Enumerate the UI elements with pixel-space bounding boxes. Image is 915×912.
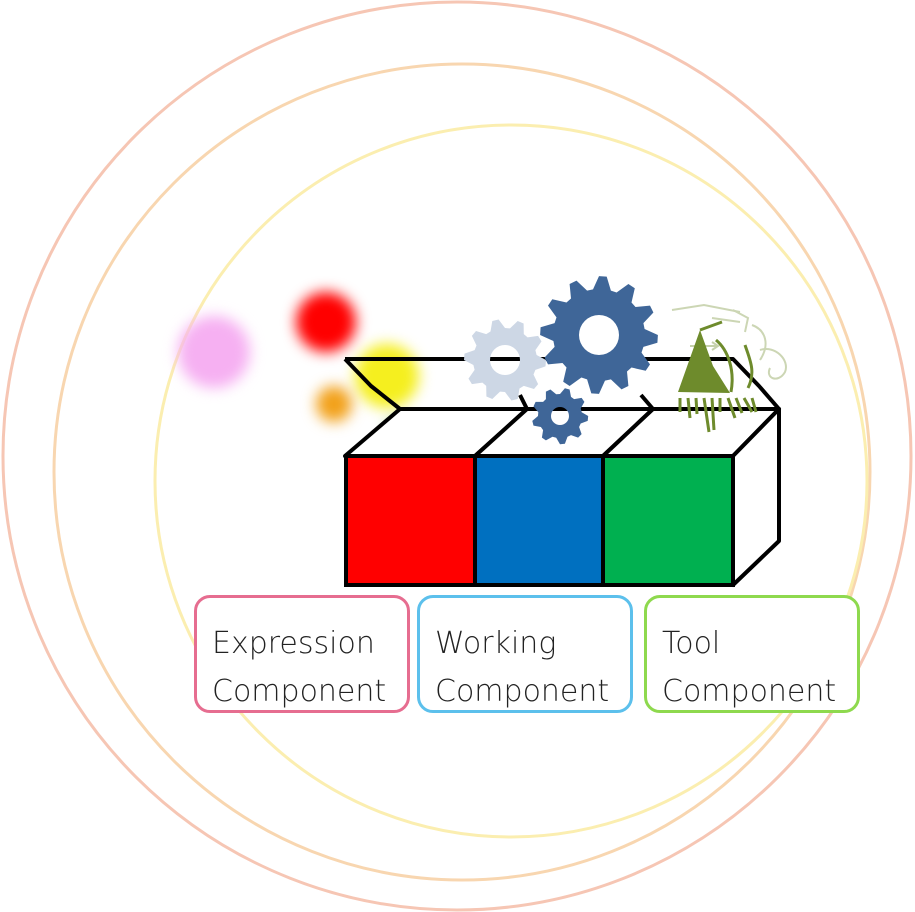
working-component-label: Working Component	[417, 595, 633, 713]
working-component-line1: Working	[435, 626, 557, 661]
expression-component-line2: Component	[212, 674, 387, 709]
ring-inner	[153, 123, 869, 839]
gears-icon	[464, 276, 658, 445]
gear-light-icon	[464, 319, 546, 401]
front-face-expression	[344, 454, 477, 587]
gear-shape	[540, 276, 658, 394]
tool-component-line1: Tool	[662, 626, 721, 661]
block-top-faces	[343, 407, 781, 458]
drafting-tools-icon	[671, 303, 787, 433]
gear-shape	[464, 319, 546, 401]
blob-orange	[316, 386, 352, 422]
blob-red	[296, 292, 356, 352]
blob-pink	[178, 316, 250, 388]
gear-small-icon	[532, 388, 589, 445]
expression-component-label: Expression Component	[194, 595, 410, 713]
ring-middle	[52, 62, 872, 882]
block-front-faces	[344, 454, 735, 587]
gear-large-icon	[540, 276, 658, 394]
working-component-line2: Component	[435, 674, 610, 709]
front-face-tool	[601, 454, 735, 587]
front-face-working	[473, 454, 605, 587]
tool-component-line2: Component	[662, 674, 837, 709]
expression-component-line1: Expression	[212, 626, 375, 661]
gear-shape	[532, 388, 589, 445]
triangle-ruler	[678, 330, 730, 393]
tool-component-label: Tool Component	[644, 595, 860, 713]
